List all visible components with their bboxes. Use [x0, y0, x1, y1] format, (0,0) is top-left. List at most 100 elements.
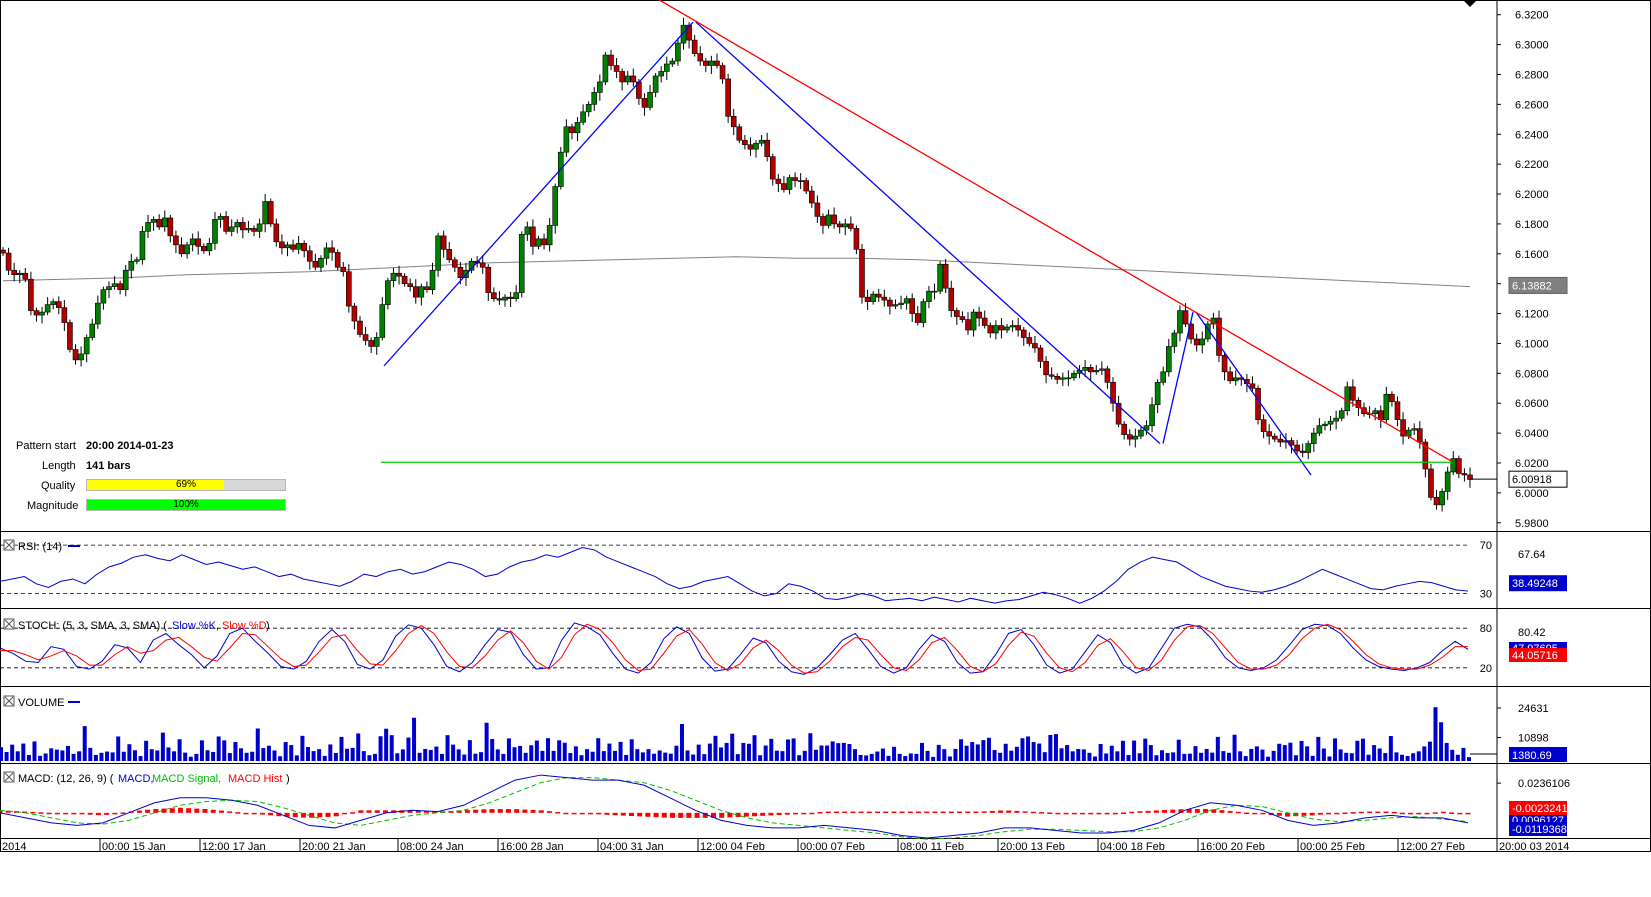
macd-legend: MACD, [118, 773, 153, 785]
candle-bull [1344, 386, 1351, 412]
macd-hist-bar [276, 812, 282, 817]
resistance-line [658, 0, 1453, 463]
candle-bull [970, 311, 977, 331]
price-tick-label: 6.3200 [1515, 10, 1549, 22]
candle-bear [948, 287, 955, 311]
candle-bull [663, 63, 670, 72]
volume-bar [964, 745, 969, 761]
volume-bar [222, 740, 227, 761]
macd-hist-bar [136, 810, 142, 813]
candle-bull [39, 311, 45, 316]
volume-bar [557, 740, 562, 761]
x-tick-label: 20:00 03 2014 [1499, 841, 1569, 853]
volume-bar [1254, 746, 1259, 761]
candle-bull [284, 244, 291, 249]
macd-hist-bar [932, 811, 938, 814]
volume-bar [1444, 742, 1449, 761]
candle-bull [245, 228, 252, 231]
volume-bar [573, 746, 578, 761]
volume-bar [205, 750, 210, 761]
volume-bar [166, 747, 171, 761]
candle-bear [251, 228, 257, 232]
candle-bull [1009, 325, 1016, 328]
candle-bear [1020, 329, 1027, 338]
candle-bear [11, 269, 17, 276]
macd-hist-bar [891, 811, 897, 814]
candle-bull [145, 222, 151, 232]
volume-bar [1400, 754, 1405, 761]
volume-bar [384, 728, 389, 761]
volume-bar [428, 750, 433, 761]
volume-bar [579, 755, 584, 761]
macd-hist-bar [907, 811, 913, 814]
volume-bar [607, 743, 612, 761]
candle-bull [139, 231, 146, 261]
macd-hist-bar [1457, 812, 1463, 815]
volume-bar [685, 750, 690, 761]
candle-bear [312, 260, 319, 268]
candle-bear [167, 217, 174, 237]
volume-bar [132, 750, 137, 761]
x-tick-label: 12:00 17 Jan [202, 841, 266, 853]
candle-bull [1283, 440, 1289, 443]
volume-bar [880, 748, 885, 761]
macd-hist-bar [710, 812, 716, 818]
macd-hist-bar [752, 812, 758, 817]
candle-bull [217, 216, 224, 220]
volume-value-label: 1380.69 [1512, 750, 1552, 762]
candle-bear [1266, 431, 1272, 437]
candle-bear [67, 322, 73, 350]
volume-bar [1053, 734, 1058, 761]
volume-bar [462, 754, 467, 761]
candle-bull [903, 298, 910, 304]
volume-bar [233, 742, 238, 761]
price-tick-label: 6.2000 [1515, 189, 1549, 201]
volume-bar [1422, 746, 1427, 761]
magnitude-label: Magnitude [27, 500, 79, 512]
macd-hist-bar [973, 811, 979, 814]
volume-bar [847, 744, 852, 761]
candle-bear [1227, 371, 1233, 382]
volume-bar [367, 755, 372, 761]
macd-hist-bar [1104, 812, 1110, 815]
volume-bar [1299, 740, 1304, 761]
candle-bear [875, 293, 882, 298]
magnitude-value: 100% [173, 499, 199, 510]
candle-bull [1143, 425, 1150, 431]
candle-bull [1082, 367, 1088, 371]
volume-bar [311, 751, 316, 761]
volume-bar [512, 747, 517, 761]
volume-bar [188, 756, 193, 761]
macd-hist-bar [120, 812, 126, 814]
volume-bar [534, 740, 539, 761]
candle-bear [881, 296, 888, 301]
candle-bull [563, 126, 570, 153]
candle-bear [61, 307, 68, 323]
volume-bar [942, 749, 947, 761]
volume-bar [1394, 752, 1399, 761]
rsi-level-label: 30 [1480, 588, 1492, 600]
candle-bull [150, 219, 157, 223]
quality-label: Quality [41, 480, 76, 492]
candle-bear [775, 178, 782, 184]
volume-bar [830, 741, 835, 761]
volume-bar [1048, 734, 1053, 761]
pattern-line [695, 21, 1161, 445]
macd-hist-bar [1408, 812, 1414, 815]
volume-bar [116, 736, 121, 761]
macd-hist-bar [1244, 812, 1250, 815]
macd-hist-bar [1432, 812, 1438, 814]
candle-bear [1428, 468, 1434, 498]
candle-bear [719, 65, 726, 80]
price-tick-label: 6.1600 [1515, 249, 1549, 261]
volume-bar [1065, 745, 1070, 761]
candle-bear [407, 283, 413, 287]
macd-hist-bar [382, 810, 388, 813]
candle-bear [836, 223, 843, 228]
candle-bear [201, 246, 207, 252]
candle-bull [16, 272, 23, 276]
volume-bar [490, 739, 495, 761]
candle-bear [301, 243, 308, 252]
macd-hist-bar [284, 812, 290, 817]
